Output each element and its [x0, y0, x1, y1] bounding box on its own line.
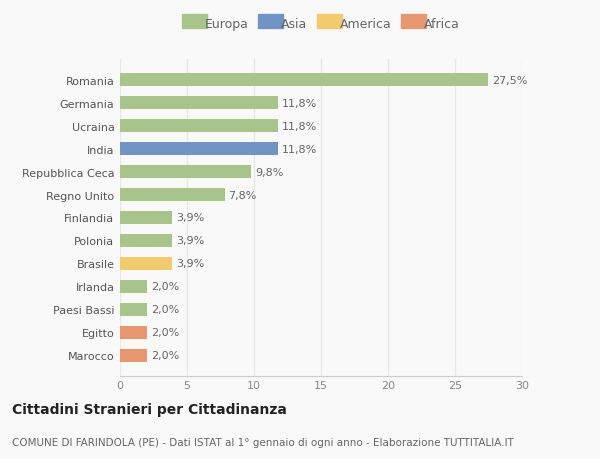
Legend: Europa, Asia, America, Africa: Europa, Asia, America, Africa — [179, 15, 463, 33]
Text: 11,8%: 11,8% — [282, 121, 317, 131]
Text: 3,9%: 3,9% — [176, 213, 205, 223]
Bar — [120, 74, 488, 87]
Bar — [120, 235, 172, 247]
Bar — [120, 326, 147, 339]
Text: 2,0%: 2,0% — [151, 282, 179, 292]
Bar — [120, 143, 278, 156]
Text: 3,9%: 3,9% — [176, 259, 205, 269]
Bar — [120, 257, 172, 270]
Bar — [120, 349, 147, 362]
Text: 11,8%: 11,8% — [282, 144, 317, 154]
Text: COMUNE DI FARINDOLA (PE) - Dati ISTAT al 1° gennaio di ogni anno - Elaborazione : COMUNE DI FARINDOLA (PE) - Dati ISTAT al… — [12, 437, 514, 447]
Text: 2,0%: 2,0% — [151, 351, 179, 361]
Bar — [120, 97, 278, 110]
Text: 11,8%: 11,8% — [282, 98, 317, 108]
Bar — [120, 189, 224, 202]
Bar — [120, 303, 147, 316]
Text: 3,9%: 3,9% — [176, 236, 205, 246]
Bar — [120, 280, 147, 293]
Bar — [120, 212, 172, 224]
Text: 27,5%: 27,5% — [493, 75, 528, 85]
Text: 2,0%: 2,0% — [151, 328, 179, 338]
Bar — [120, 120, 278, 133]
Bar — [120, 166, 251, 179]
Text: 7,8%: 7,8% — [229, 190, 257, 200]
Text: 2,0%: 2,0% — [151, 305, 179, 315]
Text: Cittadini Stranieri per Cittadinanza: Cittadini Stranieri per Cittadinanza — [12, 402, 287, 416]
Text: 9,8%: 9,8% — [256, 167, 284, 177]
